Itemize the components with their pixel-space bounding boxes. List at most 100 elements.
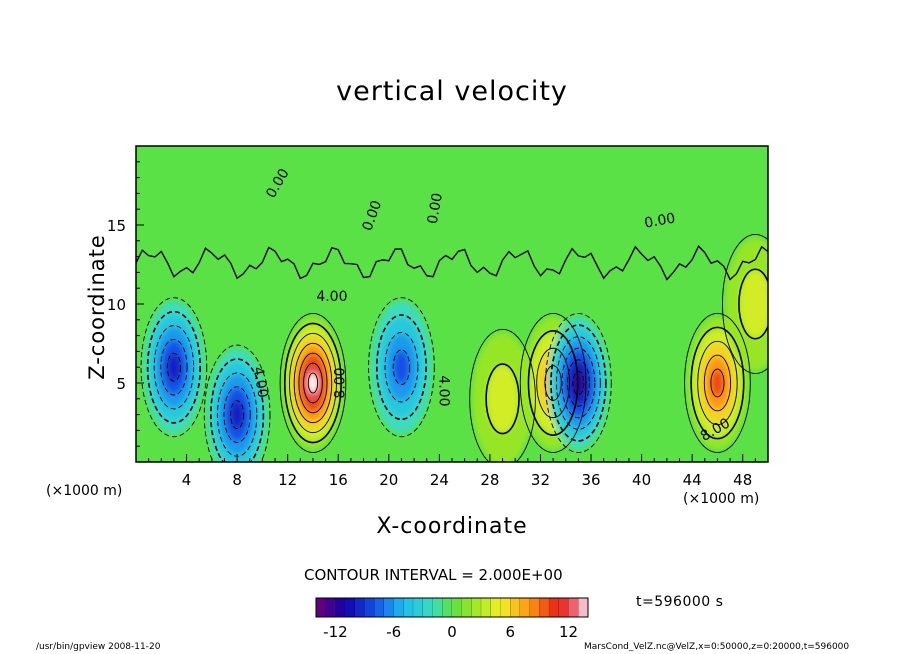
contour-line (684, 313, 751, 453)
x-tick-label: 12 (278, 471, 297, 489)
contour-line (384, 331, 419, 403)
contour-line (536, 347, 571, 419)
colorbar-segment (422, 598, 433, 617)
colorbar-segment (549, 598, 560, 617)
x-tick-label: 24 (430, 471, 449, 489)
contour-line (223, 386, 251, 443)
colorbar-segment (529, 598, 540, 617)
colorbar-segment (374, 598, 385, 617)
x-unit-left: (×1000 m) (46, 483, 123, 499)
contour-line (293, 342, 333, 424)
contour-line (544, 365, 562, 401)
contour-line (469, 328, 536, 462)
contour-line (556, 336, 601, 430)
colorbar-segment (578, 598, 589, 617)
contour-line (697, 340, 738, 426)
footer-left: /usr/bin/gpview 2008-11-20 (36, 642, 161, 652)
colorbar-segment (520, 598, 531, 617)
contour-line (153, 325, 195, 410)
contour-line (230, 400, 245, 429)
colorbar-tick-label: -6 (386, 623, 401, 641)
contour-line (519, 313, 587, 453)
x-tick-label: 36 (581, 471, 600, 489)
colorbar-tick-label: 6 (506, 623, 516, 641)
colorbar-segment (471, 598, 482, 617)
colorbar-segment (325, 598, 336, 617)
contour-line (722, 234, 768, 374)
contour-line (146, 310, 202, 424)
contour-line (368, 297, 435, 438)
contour-line (690, 326, 745, 440)
colorbar-segment (442, 598, 453, 617)
y-ticks: 5 10 15 (107, 161, 144, 447)
colorbar-segment (481, 598, 492, 617)
contour-line (303, 362, 323, 404)
contour-line (283, 322, 342, 444)
colorbar-segment (510, 598, 521, 617)
colorbar-segment (568, 598, 579, 617)
footer-right: MarsCond_VelZ.nc@VelZ,x=0:50000,z=0:2000… (584, 642, 850, 652)
contour-label: 0.00 (643, 210, 676, 231)
contour-line (550, 324, 607, 442)
x-axis-label: X-coordinate (0, 514, 904, 539)
contour-line (375, 314, 427, 421)
colorbar-segment (384, 598, 395, 617)
contour-line (307, 372, 319, 394)
colorbar-tick-label: -12 (323, 623, 348, 641)
colorbar-tick-label: 12 (559, 623, 578, 641)
x-axis-label-text: X-coordinate (376, 514, 528, 539)
contour-line (166, 352, 181, 382)
colorbar-segment (413, 598, 424, 617)
field-cell (371, 300, 432, 434)
colorbar-segment (490, 598, 501, 617)
contour-line (566, 359, 590, 407)
field-cell (206, 348, 268, 462)
y-tick-label: 5 (116, 375, 126, 393)
x-unit-right: (×1000 m) (683, 491, 760, 507)
contour-line (203, 344, 271, 462)
contour-line (710, 368, 725, 398)
contour-line (561, 347, 596, 419)
contour-lines (136, 234, 768, 462)
colorbar-segment (316, 598, 327, 617)
contour-line (485, 363, 520, 435)
colorbar-frame (315, 597, 589, 618)
y-tick-label: 15 (107, 217, 126, 235)
colorbar-tick-label: 0 (447, 623, 457, 641)
contour-label: 0.00 (425, 192, 446, 225)
x-tick-label: 40 (632, 471, 651, 489)
x-tick-label: 48 (733, 471, 752, 489)
x-ticks: 4 8 12 16 20 24 28 32 36 40 44 48 (148, 454, 756, 489)
contour-labels: 0.000.00 0.00 0.004.004.00 4.008.008.00 (249, 166, 733, 445)
colorbar: -12 -6 0 6 12 (315, 597, 589, 641)
contour-label: 4.00 (435, 375, 451, 406)
x-tick-label: 16 (329, 471, 348, 489)
contour-interval: CONTOUR INTERVAL = 2.000E+00 (304, 566, 563, 584)
colorbar-segment (452, 598, 463, 617)
contour-line (527, 330, 579, 436)
contour-line (160, 338, 188, 396)
contour-label: 8.00 (333, 367, 349, 398)
x-tick-label: 44 (683, 471, 702, 489)
time-label: t=596000 s (636, 594, 724, 610)
field-cell (472, 332, 533, 462)
contour-line (279, 313, 347, 453)
contour-line (140, 297, 208, 438)
colorbar-segment (393, 598, 404, 617)
x-tick-label: 28 (480, 471, 499, 489)
colorbar-segment (461, 598, 472, 617)
colorbar-segment (539, 598, 550, 617)
colorbar-segment (500, 598, 511, 617)
contour-line (298, 352, 328, 414)
contour-line (545, 313, 612, 453)
colorbar-segment (354, 598, 365, 617)
field-cell (143, 300, 205, 434)
y-tick-label: 10 (107, 296, 126, 314)
contour-line (572, 370, 585, 396)
zero-contour (136, 244, 768, 281)
chart-title: vertical velocity (336, 76, 568, 107)
colorbar-segment (335, 598, 346, 617)
contour-label: 4.00 (249, 366, 270, 399)
colorbar-segment (432, 598, 443, 617)
